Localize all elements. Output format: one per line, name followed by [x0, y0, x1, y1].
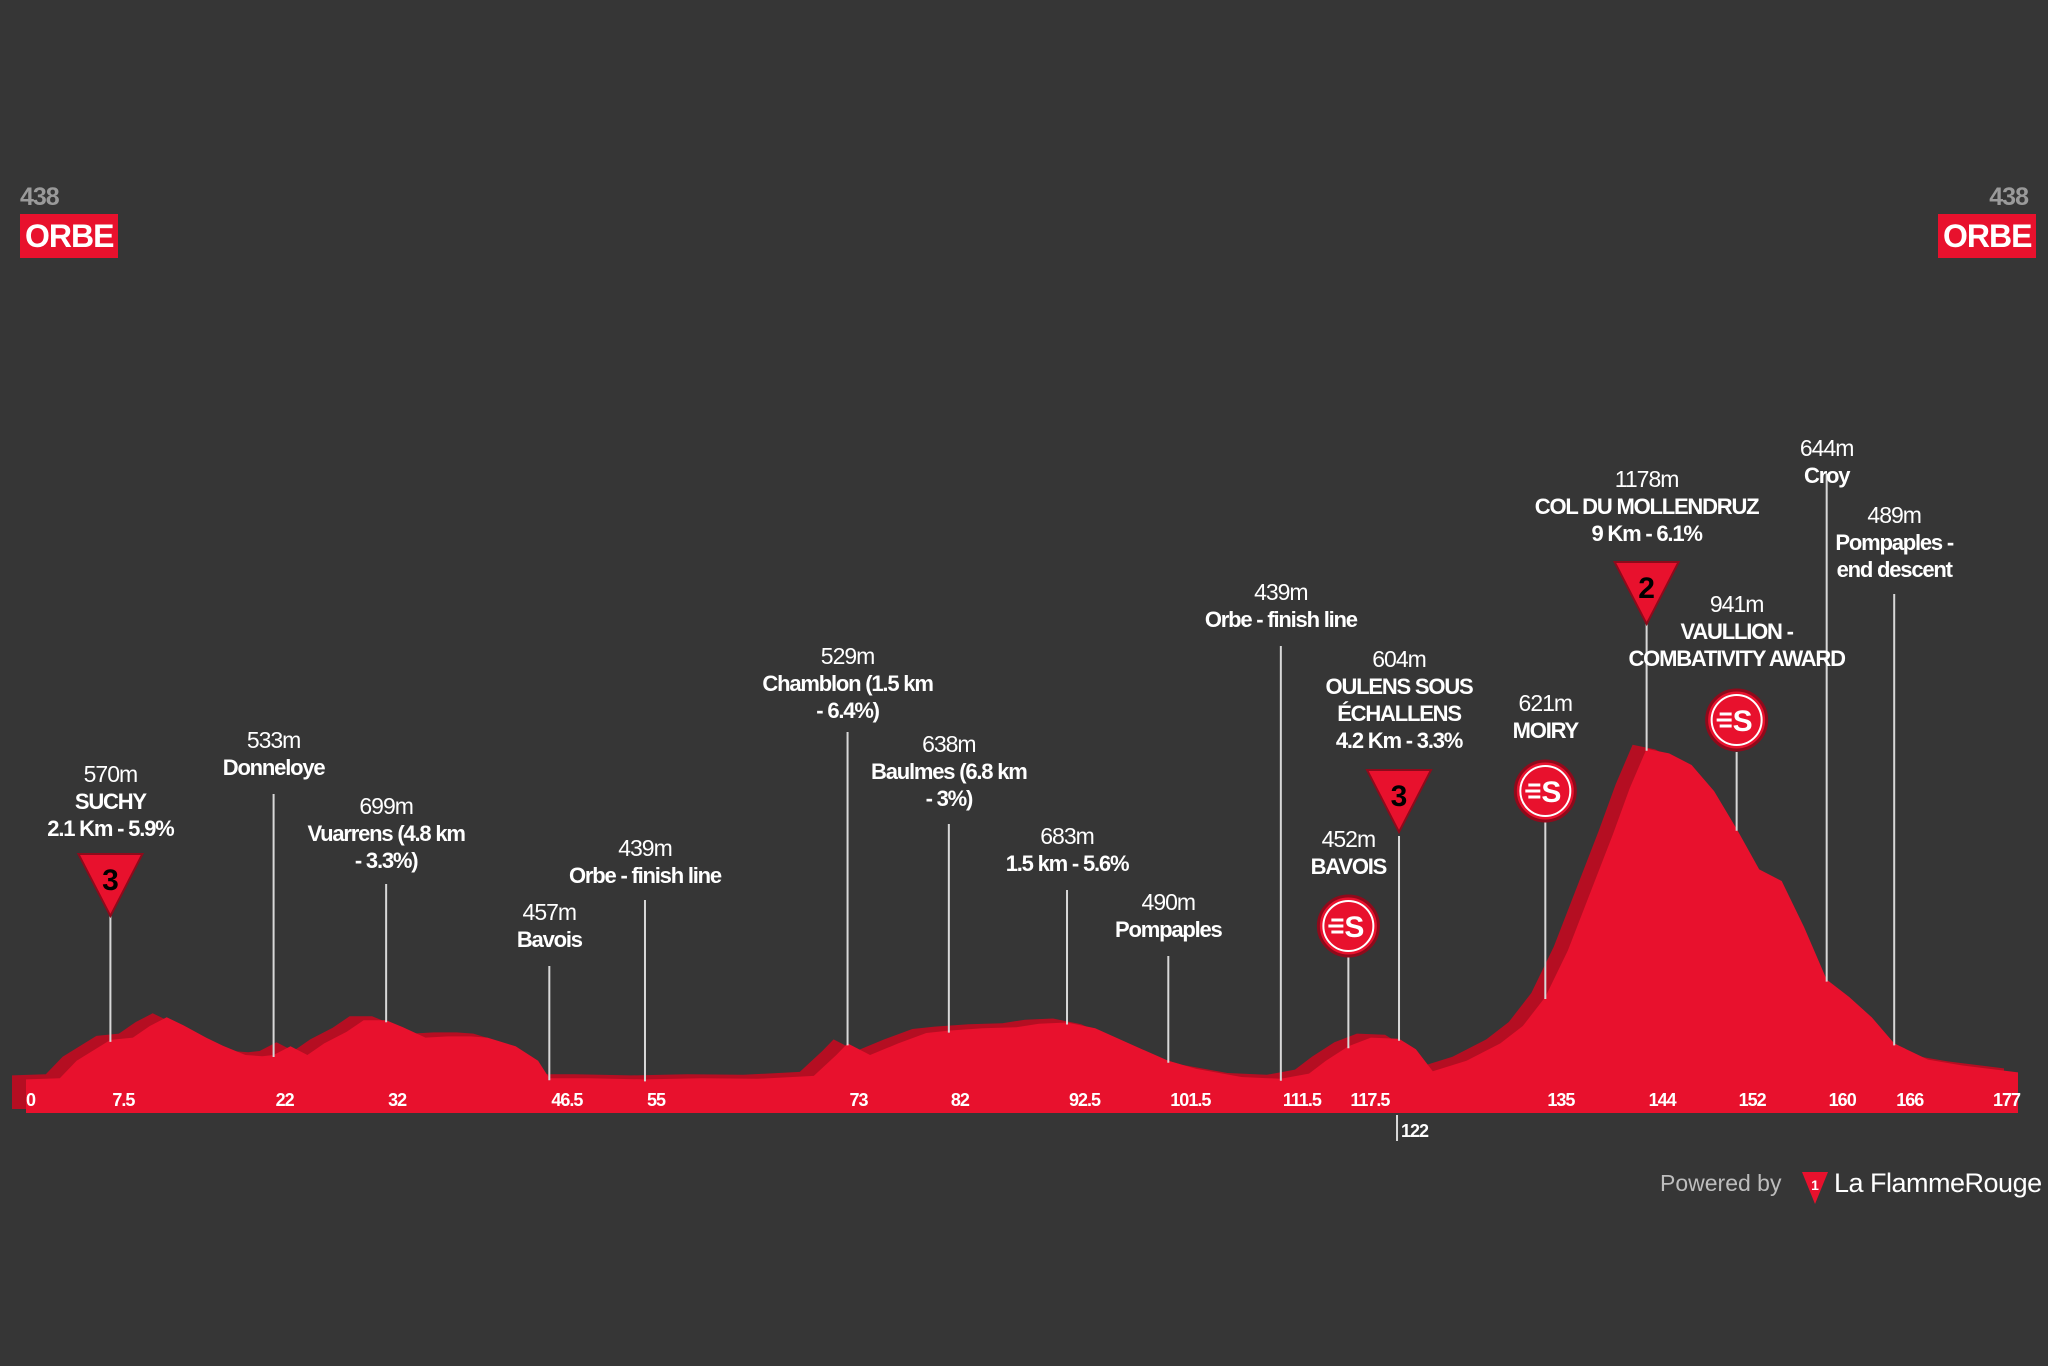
flamme-rouge-logo-glyph: 1	[1811, 1177, 1819, 1193]
waypoint-altitude: 439m	[1254, 579, 1308, 605]
waypoint-label: COMBATIVITY AWARD	[1628, 646, 1845, 671]
waypoint-altitude: 490m	[1142, 889, 1196, 915]
sprint-badge-icon: S	[1513, 759, 1577, 823]
waypoint-label: COL DU MOLLENDRUZ	[1535, 494, 1759, 519]
kom-triangle	[1365, 769, 1433, 835]
distance-tick-label: 160	[1829, 1090, 1857, 1110]
distance-tick-label: 177	[1993, 1090, 2021, 1110]
finish-marker: 438 ORBE	[1938, 183, 2037, 258]
distance-tick-label: 92.5	[1069, 1090, 1101, 1110]
waypoint-label: - 3%)	[926, 786, 973, 811]
sprint-glyph: S	[1541, 776, 1561, 809]
sprint-ring	[1322, 900, 1375, 952]
waypoint-altitude: 644m	[1800, 435, 1854, 461]
flamme-rouge-logo-icon: 1	[1802, 1172, 1828, 1204]
distance-tick-label: 22	[276, 1090, 295, 1110]
waypoint-label: Chamblon (1.5 km	[762, 671, 933, 696]
kom-category: 3	[102, 864, 119, 897]
distance-tick-label: 135	[1547, 1090, 1575, 1110]
start-marker: 438 ORBE	[20, 183, 119, 258]
distance-tick-label: 152	[1739, 1090, 1767, 1110]
distance-tick-label: 101.5	[1170, 1090, 1211, 1110]
sprint-ring	[1710, 694, 1763, 746]
kom-category: 3	[1391, 780, 1408, 813]
kom-triangle	[1612, 561, 1681, 627]
sprint-badge-icon: S	[1705, 688, 1769, 752]
waypoint-label: Vuarrens (4.8 km	[307, 821, 465, 846]
sprint-circle	[1316, 894, 1380, 958]
sprint-circle	[1513, 759, 1577, 823]
waypoint-altitude: 621m	[1519, 690, 1573, 716]
waypoint-label: end descent	[1837, 557, 1954, 582]
waypoint-altitude: 699m	[359, 793, 413, 819]
waypoint-label: Orbe - finish line	[1205, 607, 1358, 632]
waypoint-altitude: 457m	[523, 899, 577, 925]
waypoint-label: BAVOIS	[1311, 854, 1387, 879]
start-altitude: 438	[20, 183, 60, 211]
distance-tick-label: 144	[1649, 1090, 1677, 1110]
waypoint-label: SUCHY	[75, 789, 148, 814]
distance-tick-label: 32	[388, 1090, 407, 1110]
powered-by-text: Powered by	[1660, 1170, 1782, 1196]
distance-tick-label: 7.5	[112, 1090, 135, 1110]
sprint-circle	[1705, 688, 1769, 752]
waypoint-label: Croy	[1804, 463, 1851, 488]
waypoint-label: MOIRY	[1513, 718, 1580, 743]
distance-tick-label: 111.5	[1283, 1090, 1322, 1110]
distance-tick-label: 46.5	[551, 1090, 583, 1110]
waypoint-label: VAULLION -	[1681, 619, 1794, 644]
brand-name: La FlammeRouge	[1834, 1168, 2042, 1198]
profile-baseline	[26, 1111, 2018, 1113]
waypoint-label: OULENS SOUS	[1326, 674, 1473, 699]
waypoint-altitude: 529m	[821, 643, 875, 669]
distance-tick-label: 166	[1896, 1090, 1924, 1110]
kom-badge-icon: 2	[1612, 561, 1681, 627]
kom-triangle	[76, 853, 145, 919]
finish-altitude: 438	[1989, 183, 2029, 211]
sprint-glyph: S	[1733, 705, 1753, 738]
waypoint-label: Pompaples -	[1835, 530, 1953, 555]
waypoint-label: - 6.4%)	[816, 698, 879, 723]
waypoint-altitude: 570m	[84, 761, 138, 787]
finish-name: ORBE	[1938, 214, 2037, 258]
waypoint-label: 1.5 km - 5.6%	[1006, 851, 1129, 876]
distance-tick-label: 0	[26, 1090, 36, 1110]
distance-tick-label: 73	[850, 1090, 869, 1110]
sprint-ring	[1519, 765, 1572, 817]
waypoint-altitude: 683m	[1040, 823, 1094, 849]
waypoint-altitude: 638m	[922, 731, 976, 757]
waypoint-altitude: 439m	[618, 835, 672, 861]
sub-tick-label: 122	[1401, 1121, 1429, 1141]
waypoint-label: Bavois	[517, 927, 583, 952]
waypoint-label: Pompaples	[1115, 917, 1223, 942]
waypoint-altitude: 452m	[1322, 826, 1376, 852]
waypoint-altitude: 489m	[1867, 502, 1921, 528]
start-name: ORBE	[20, 214, 119, 258]
kom-badge-icon: 3	[76, 853, 145, 919]
distance-tick-label: 117.5	[1350, 1090, 1390, 1110]
waypoint-altitude: 1178m	[1615, 466, 1679, 492]
distance-tick-label: 55	[647, 1090, 666, 1110]
elevation-profile-area	[26, 748, 2018, 1113]
sprint-badge-icon: S	[1316, 894, 1380, 958]
kom-category: 2	[1638, 572, 1655, 605]
waypoint-altitude: 941m	[1710, 591, 1764, 617]
waypoint-label: - 3.3%)	[355, 848, 418, 873]
waypoint-label: ÉCHALLENS	[1337, 701, 1461, 726]
waypoint-label: Baulmes (6.8 km	[871, 759, 1027, 784]
waypoint-label: 9 Km - 6.1%	[1591, 521, 1702, 546]
waypoint-label: Donneloye	[223, 755, 326, 780]
waypoint-label: 2.1 Km - 5.9%	[47, 816, 174, 841]
kom-badge-icon: 3	[1365, 769, 1433, 835]
distance-tick-label: 82	[951, 1090, 970, 1110]
waypoint-altitude: 604m	[1372, 646, 1426, 672]
waypoint-label: Orbe - finish line	[569, 863, 722, 888]
waypoint-altitude: 533m	[247, 727, 301, 753]
sprint-glyph: S	[1344, 911, 1364, 944]
waypoint-label: 4.2 Km - 3.3%	[1336, 728, 1463, 753]
